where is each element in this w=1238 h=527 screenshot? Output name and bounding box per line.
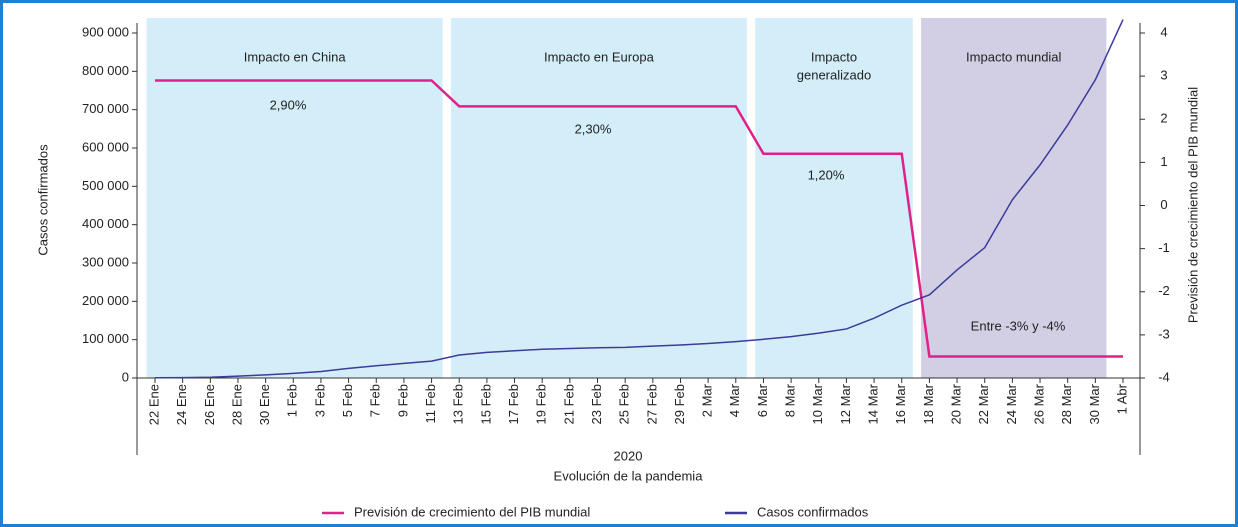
x-tick-label: 17 Feb [506,384,521,424]
y-axis-label: Casos confirmados [35,144,50,256]
y-tick-label: 100 000 [82,331,129,346]
x-tick-label: 6 Mar [755,383,770,417]
x-tick-label: 23 Feb [589,384,604,424]
y2-tick-label: -2 [1158,283,1170,298]
y2-tick-label: -4 [1158,369,1170,384]
x-tick-label: 13 Feb [451,384,466,424]
y-tick-label: 600 000 [82,139,129,154]
x-tick-label: 29 Feb [672,384,687,424]
y2-tick-label: -3 [1158,326,1170,341]
annotation: 2,30% [575,121,612,136]
y2-axis-label: Previsión de crecimiento del PIB mundial [1185,87,1200,323]
x-tick-label: 28 Mar [1059,383,1074,424]
series-line [154,19,1124,379]
x-tick-label: 10 Mar [810,383,825,424]
region [146,18,443,378]
y-tick-label: 900 000 [82,24,129,39]
x-tick-label: 9 Feb [395,384,410,417]
x-tick-label: 22 Ene [146,384,161,425]
x-tick-label: 4 Mar [727,383,742,417]
y-tick-label: 700 000 [82,101,129,116]
region [755,18,913,378]
y-tick-label: 500 000 [82,178,129,193]
x-tick-label: 28 Ene [229,384,244,425]
x-tick-label: 30 Mar [1087,383,1102,424]
x-tick-label: 16 Mar [893,383,908,424]
x-tick-label: 14 Mar [866,383,881,424]
y-tick-label: 400 000 [82,216,129,231]
series-line [155,79,1123,358]
y2-tick-label: 2 [1160,111,1167,126]
x-tick-label: 12 Mar [838,383,853,424]
y2-tick-label: -1 [1158,240,1170,255]
x-tick-label: 25 Feb [617,384,632,424]
x-tick-label: 20 Mar [948,383,963,424]
legend-label: Previsión de crecimiento del PIB mundial [354,504,590,519]
x-tick-label: 1 Abr [1114,383,1129,414]
x-tick-label: 5 Feb [340,384,355,417]
y-tick-label: 300 000 [82,254,129,269]
region-label: Impacto en China [244,49,347,64]
x-tick-label: 8 Mar [783,383,798,417]
y2-tick-label: 3 [1160,68,1167,83]
y2-tick-label: 0 [1160,197,1167,212]
x-axis-label: Evolución de la pandemia [554,468,704,483]
annotation: 1,20% [808,167,845,182]
region-label: Impacto [811,49,857,64]
x-tick-label: 21 Feb [561,384,576,424]
x-tick-label: 24 Mar [1004,383,1019,424]
legend-label: Casos confirmados [757,504,869,519]
region-label: Impacto mundial [966,49,1061,64]
region-label: Impacto en Europa [544,49,655,64]
x-tick-label: 30 Ene [257,384,272,425]
x-group-label: 2020 [614,448,643,463]
x-tick-label: 19 Feb [534,384,549,424]
region [450,18,747,378]
x-tick-label: 7 Feb [368,384,383,417]
x-tick-label: 15 Feb [478,384,493,424]
y2-tick-label: 1 [1160,154,1167,169]
region-label: generalizado [797,67,871,82]
x-tick-label: 18 Mar [921,383,936,424]
x-tick-label: 26 Ene [202,384,217,425]
annotation: 2,90% [270,97,307,112]
x-tick-label: 27 Feb [644,384,659,424]
x-tick-label: 1 Feb [285,384,300,417]
annotation: Entre -3% y -4% [971,318,1066,333]
y-tick-label: 800 000 [82,63,129,78]
x-tick-label: 24 Ene [174,384,189,425]
y-tick-label: 200 000 [82,293,129,308]
x-tick-label: 2 Mar [700,383,715,417]
x-tick-label: 26 Mar [1031,383,1046,424]
y2-tick-label: 4 [1160,24,1167,39]
x-tick-label: 11 Feb [423,384,438,424]
y-tick-label: 0 [122,369,129,384]
x-tick-label: 3 Feb [312,384,327,417]
x-tick-label: 22 Mar [976,383,991,424]
